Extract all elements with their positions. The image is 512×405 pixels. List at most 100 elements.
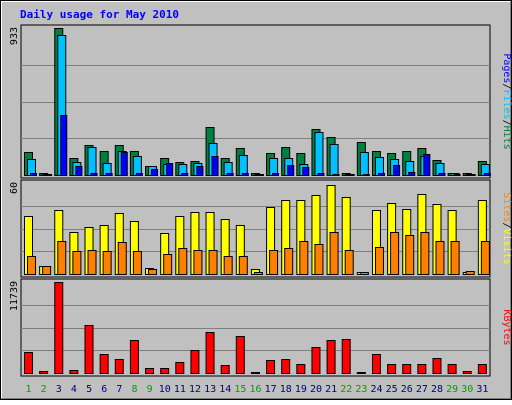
bar-pages-day-6: [105, 173, 113, 176]
bar-sites-day-20: [314, 244, 324, 275]
bar-files-day-8: [132, 156, 142, 176]
x-tick-label-day-8: 8: [131, 384, 137, 395]
bar-kbytes-day-20: [311, 347, 321, 374]
bar-kbytes-day-11: [175, 362, 185, 374]
series-label-part: Sites: [501, 192, 512, 222]
x-tick-label-day-4: 4: [71, 384, 77, 395]
bar-pages-day-31: [483, 173, 491, 176]
frame-highlight: [1, 1, 511, 399]
bar-kbytes-day-23: [356, 372, 366, 374]
panel-visits-series-label: Sites/Visits: [501, 192, 512, 264]
panel-kbytes-series-label: KBytes: [501, 309, 512, 345]
series-label-part: Pages: [501, 53, 512, 83]
bar-pages-day-17: [272, 173, 280, 176]
bar-pages-day-9: [151, 169, 159, 176]
bar-sites-day-14: [223, 256, 233, 275]
x-tick-label-day-10: 10: [159, 384, 171, 395]
bar-kbytes-day-19: [296, 364, 306, 374]
bar-pages-day-14: [226, 173, 234, 176]
bar-files-day-21: [329, 144, 339, 176]
bar-sites-day-26: [405, 235, 415, 275]
panel-hits-series-label: Pages/Files/Hits: [501, 53, 512, 149]
bar-pages-day-30: [468, 174, 476, 176]
bar-files-day-23: [359, 152, 369, 176]
panel-kbytes-max-label: 11739: [9, 281, 20, 311]
bar-kbytes-day-25: [387, 364, 397, 374]
bar-kbytes-day-16: [250, 372, 260, 374]
bar-sites-day-6: [102, 251, 112, 275]
bar-sites-day-8: [132, 251, 142, 275]
bar-kbytes-day-5: [84, 325, 94, 374]
bar-kbytes-day-1: [24, 352, 33, 374]
bar-sites-day-10: [163, 254, 173, 275]
bar-files-day-15: [238, 155, 248, 176]
bar-sites-day-31: [480, 241, 490, 275]
bar-pages-day-15: [241, 173, 249, 176]
x-tick-label-day-16: 16: [249, 384, 261, 395]
panel-hits-max-label: 933: [9, 27, 20, 45]
x-tick-label-day-15: 15: [234, 384, 246, 395]
series-label-part: KBytes: [501, 309, 512, 345]
bar-pages-day-20: [317, 173, 325, 176]
bar-pages-day-11: [181, 173, 189, 176]
bar-pages-day-27: [423, 154, 431, 176]
bar-kbytes-day-10: [160, 368, 170, 374]
bar-kbytes-day-15: [235, 336, 245, 374]
bar-pages-day-29: [453, 174, 461, 176]
bar-kbytes-day-3: [54, 282, 64, 374]
bar-kbytes-day-29: [447, 364, 457, 374]
bar-kbytes-day-21: [326, 340, 336, 374]
bar-kbytes-day-26: [402, 364, 412, 374]
bar-pages-day-22: [347, 174, 355, 176]
x-tick-label-day-23: 23: [355, 384, 367, 395]
bar-sites-day-19: [299, 241, 309, 275]
x-tick-label-day-20: 20: [310, 384, 322, 395]
bar-pages-day-8: [135, 173, 143, 176]
bar-pages-day-12: [196, 166, 204, 176]
bar-pages-day-10: [166, 163, 174, 176]
bar-pages-day-7: [120, 152, 128, 176]
bar-pages-day-23: [362, 174, 370, 176]
bar-sites-day-7: [117, 242, 127, 275]
bar-sites-day-15: [238, 256, 248, 275]
bar-pages-day-1: [30, 173, 37, 176]
bar-kbytes-day-27: [417, 364, 427, 374]
bar-files-day-5: [87, 147, 97, 176]
x-tick-label-day-1: 1: [26, 384, 32, 395]
bar-pages-day-21: [332, 174, 340, 176]
bar-kbytes-day-7: [114, 359, 124, 374]
bar-pages-day-28: [438, 173, 446, 176]
bar-sites-day-9: [148, 269, 158, 275]
x-tick-label-day-27: 27: [416, 384, 428, 395]
x-tick-label-day-30: 30: [461, 384, 473, 395]
bar-kbytes-day-18: [281, 359, 291, 374]
bar-sites-day-22: [344, 250, 354, 275]
bar-sites-day-28: [435, 241, 445, 275]
bar-sites-day-12: [193, 250, 203, 275]
x-tick-label-day-26: 26: [401, 384, 413, 395]
series-label-part: /: [501, 83, 512, 89]
bar-pages-day-3: [60, 115, 68, 176]
bar-sites-day-18: [284, 248, 294, 275]
panel-kbytes: 11739 KBytes: [9, 278, 512, 377]
bar-sites-day-29: [450, 241, 460, 275]
series-label-part: Files: [501, 89, 512, 119]
bar-pages-day-16: [256, 174, 264, 176]
bar-sites-day-4: [72, 251, 82, 275]
panel-visits-max-label: 60: [9, 182, 20, 194]
bar-pages-day-18: [287, 165, 295, 176]
bar-sites-day-1: [27, 256, 36, 275]
bar-kbytes-day-22: [341, 339, 351, 374]
bar-sites-day-30: [465, 271, 475, 275]
bar-sites-day-25: [390, 232, 400, 275]
bar-kbytes-day-9: [145, 368, 155, 374]
bar-sites-day-5: [87, 250, 97, 275]
bar-pages-day-24: [377, 173, 385, 176]
series-label-part: Visits: [501, 229, 512, 265]
bar-sites-day-2: [42, 266, 52, 275]
bar-kbytes-day-28: [432, 358, 442, 374]
frame-shadow: [1, 1, 511, 399]
chart-title: Daily usage for May 2010: [20, 8, 179, 21]
series-label-part: /: [501, 120, 512, 126]
x-tick-label-day-21: 21: [325, 384, 337, 395]
